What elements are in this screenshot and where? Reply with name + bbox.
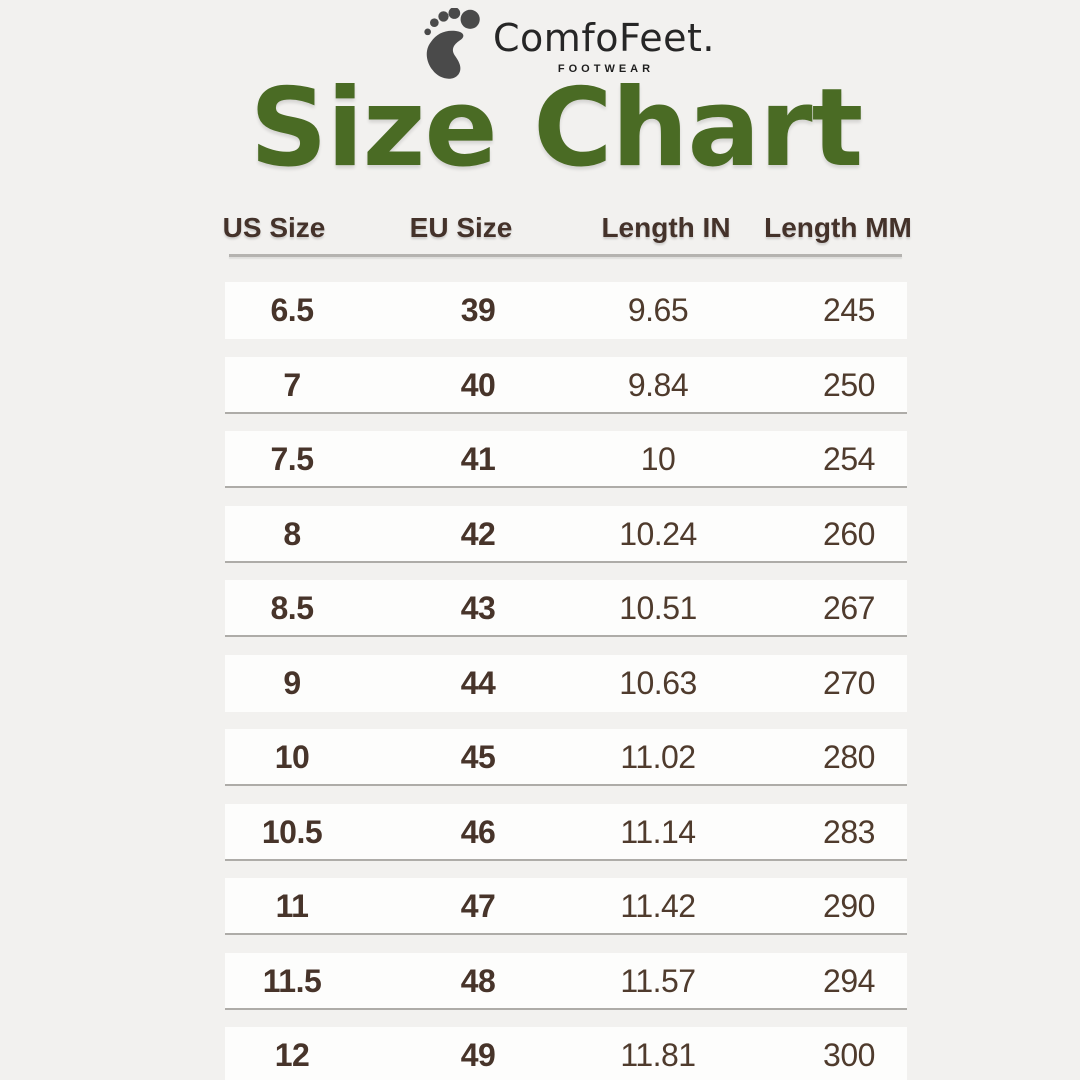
cell-us: 8.5	[270, 590, 314, 626]
table-row: 11.5 48 11.57 294	[225, 952, 907, 1010]
cell-eu: 42	[460, 515, 496, 552]
column-header-length-in: Length IN	[601, 212, 731, 243]
brand-logo: ComfoFeet. FOOTWEAR	[28, 8, 1080, 84]
cell-us: 6.5	[270, 292, 314, 328]
cell-eu: 46	[460, 813, 496, 850]
cell-us: 10.5	[261, 813, 323, 850]
table-row: 7.5 41 10 254	[225, 431, 907, 488]
cell-us: 11.5	[262, 962, 322, 999]
table-row: 11 47 11.42 290	[225, 878, 907, 935]
cell-eu: 40	[460, 366, 496, 403]
cell-length-mm: 300	[823, 1037, 875, 1073]
cell-us: 12	[274, 1037, 310, 1073]
cell-length-in: 11.14	[620, 813, 696, 850]
cell-length-mm: 280	[823, 739, 875, 775]
cell-length-mm: 290	[823, 888, 875, 924]
cell-length-mm: 267	[823, 590, 875, 626]
table-row: 10.5 46 11.14 283	[225, 803, 907, 861]
table-row: 9 44 10.63 270	[225, 654, 907, 712]
cell-eu: 41	[460, 441, 496, 477]
cell-length-mm: 260	[823, 515, 875, 552]
column-header-us-size: US Size	[222, 212, 326, 243]
cell-us: 11	[275, 888, 309, 924]
table-row: 6.5 39 9.65 245	[225, 282, 907, 339]
cell-us: 9	[283, 664, 301, 701]
cell-eu: 39	[460, 292, 496, 328]
cell-length-in: 11.42	[620, 888, 696, 924]
brand-tagline: FOOTWEAR	[557, 62, 655, 75]
cell-length-in: 10.63	[619, 664, 697, 701]
cell-length-in: 10.24	[619, 515, 697, 552]
brand-text-block: ComfoFeet. FOOTWEAR	[493, 16, 715, 75]
table-row: 8 42 10.24 260	[225, 505, 907, 563]
table-row: 10 45 11.02 280	[225, 729, 907, 786]
table-row: 12 49 11.81 300	[225, 1027, 907, 1080]
table-header-row: US Size EU Size Length IN Length MM	[0, 206, 1080, 250]
cell-length-mm: 283	[823, 813, 875, 850]
size-table: 6.5 39 9.65 245 7 40 9.84 250 7.5 41 10 …	[225, 282, 907, 1080]
cell-us: 7.5	[270, 441, 314, 477]
cell-length-mm: 270	[823, 664, 875, 701]
table-row: 8.5 43 10.51 267	[225, 580, 907, 637]
cell-length-mm: 245	[823, 292, 875, 328]
cell-length-in: 10.51	[619, 590, 697, 626]
cell-length-mm: 254	[823, 441, 875, 477]
cell-eu: 49	[460, 1037, 496, 1073]
cell-length-in: 10	[640, 441, 676, 477]
cell-eu: 47	[460, 888, 496, 924]
cell-length-mm: 250	[823, 366, 875, 403]
header-divider-line	[229, 254, 902, 257]
footprint-icon	[421, 8, 481, 84]
cell-us: 8	[283, 515, 301, 552]
page-title: Size Chart	[249, 66, 863, 191]
cell-eu: 48	[460, 962, 496, 999]
cell-length-mm: 294	[823, 962, 875, 999]
cell-length-in: 9.65	[627, 292, 689, 328]
cell-eu: 44	[460, 664, 496, 701]
cell-length-in: 11.57	[620, 962, 696, 999]
cell-length-in: 9.84	[627, 366, 689, 403]
cell-length-in: 11.02	[620, 739, 696, 775]
cell-eu: 43	[460, 590, 496, 626]
cell-us: 10	[274, 739, 310, 775]
column-header-eu-size: EU Size	[409, 212, 513, 243]
cell-length-in: 11.81	[620, 1037, 696, 1073]
cell-eu: 45	[460, 739, 496, 775]
table-row: 7 40 9.84 250	[225, 356, 907, 414]
brand-name: ComfoFeet.	[493, 16, 715, 61]
column-header-length-mm: Length MM	[764, 212, 912, 243]
cell-us: 7	[283, 366, 301, 403]
